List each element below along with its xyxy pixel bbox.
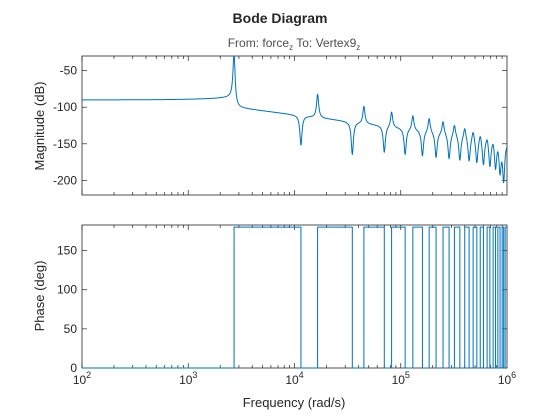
chart-title: Bode Diagram: [233, 10, 328, 26]
y-tick-label: 50: [64, 322, 78, 336]
phase-curve: [82, 226, 507, 369]
from-label: From:: [228, 36, 259, 50]
x-tick-label: 106: [498, 370, 516, 387]
to-sub: z: [356, 43, 360, 52]
magnitude-axes-box: [81, 55, 508, 196]
to-value: Vertex9: [316, 36, 357, 50]
x-tick-label: 104: [285, 370, 303, 387]
y-tick-label: 150: [57, 244, 77, 258]
x-axis-label: Frequency (rad/s): [243, 395, 346, 410]
y-tick-label: -150: [53, 137, 77, 151]
x-tick-label: 102: [73, 370, 91, 387]
phase-panel: 0 50 100 150 Phase (deg): [32, 224, 508, 375]
to-label: To:: [296, 36, 312, 50]
phase-ylabel: Phase (deg): [32, 261, 47, 332]
magnitude-curve: [81, 55, 508, 184]
x-tick-label: 103: [179, 370, 197, 387]
from-sub: z: [289, 43, 293, 52]
y-tick-label: 100: [57, 283, 77, 297]
y-tick-label: -200: [53, 173, 77, 187]
from-value: force: [262, 36, 289, 50]
y-tick-label: 0: [70, 361, 77, 375]
x-tick-label: 105: [392, 370, 410, 387]
chart-subtitle: From: forcez To: Vertex9z: [228, 36, 361, 52]
magnitude-panel: -50 -100 -150 -200 Magnitude (dB): [32, 55, 508, 196]
x-tick-labels: 102 103 104 105 106: [73, 370, 516, 387]
y-tick-label: -50: [60, 64, 78, 78]
y-tick-label: -100: [53, 100, 77, 114]
magnitude-ylabel: Magnitude (dB): [32, 82, 47, 171]
